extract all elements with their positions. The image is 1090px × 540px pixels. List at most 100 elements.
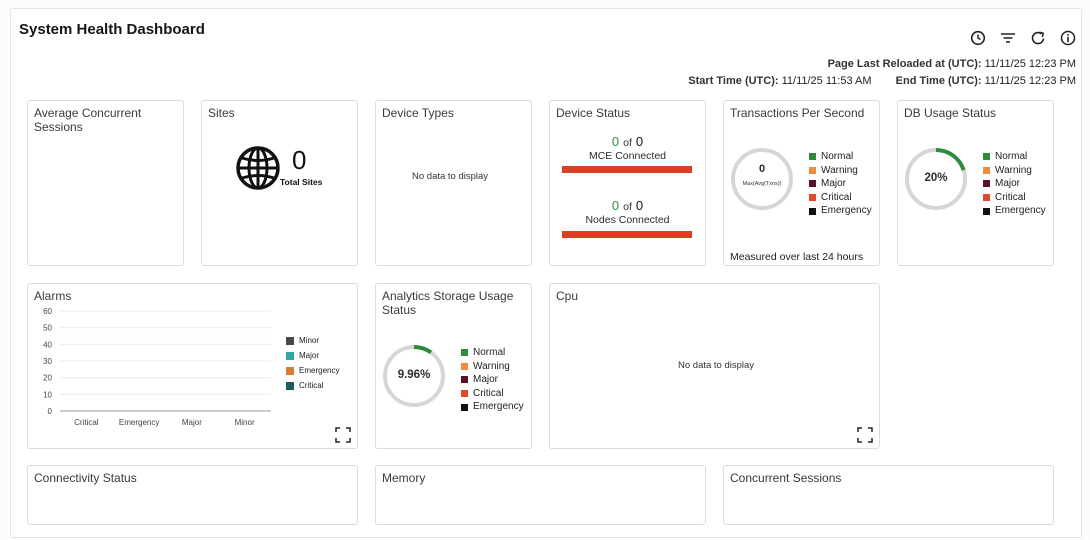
legend-item: Emergency	[983, 204, 1046, 218]
y-tick-label: 40	[43, 340, 52, 349]
card-title: Analytics Storage Usage Status	[382, 289, 514, 317]
y-tick-label: 20	[43, 374, 52, 383]
card-title: Cpu	[556, 289, 579, 303]
card-title: DB Usage Status	[904, 106, 997, 120]
device-types-card[interactable]: Device Types No data to display	[375, 100, 532, 266]
connectivity-status-card[interactable]: Connectivity Status	[27, 465, 358, 525]
reload-label: Page Last Reloaded at (UTC):	[827, 58, 982, 70]
sites-count: 0	[292, 145, 307, 175]
reload-info: Page Last Reloaded at (UTC): 11/11/25 12…	[828, 58, 1076, 70]
tps-value: 0	[758, 163, 766, 175]
concurrent-sessions-card[interactable]: Concurrent Sessions	[723, 465, 1054, 525]
y-tick-label: 50	[43, 324, 52, 333]
card-title: Connectivity Status	[34, 471, 137, 485]
legend-item: Major	[286, 348, 339, 363]
mce-count-line: 0 of 0	[550, 134, 705, 149]
alarms-card[interactable]: Alarms 60 50 40 30 20 10 0 Critical Emergency Maj…	[27, 283, 358, 449]
legend-swatch	[286, 381, 294, 390]
expand-icon[interactable]	[857, 427, 873, 443]
legend-item: Warning	[983, 164, 1046, 178]
nodes-total-count: 0	[635, 198, 644, 213]
dashboard-frame	[10, 8, 1082, 538]
legend-item: Warning	[809, 164, 872, 178]
tps-legend: Normal Warning Major Critical Emergency	[809, 150, 872, 218]
memory-card[interactable]: Memory	[375, 465, 706, 525]
analytics-storage-card[interactable]: Analytics Storage Usage Status 9.96% Nor…	[375, 283, 532, 449]
legend-swatch	[461, 376, 468, 384]
legend-swatch	[809, 194, 816, 202]
clock-icon[interactable]	[970, 30, 986, 46]
legend-item: Critical	[983, 191, 1046, 205]
end-value: 11/11/25 12:23 PM	[984, 75, 1076, 87]
start-value: 11/11/25 11:53 AM	[781, 75, 872, 87]
legend-swatch	[809, 166, 816, 174]
legend-item: Major	[461, 373, 524, 387]
y-tick-label: 0	[48, 407, 53, 416]
db-usage-legend: Normal Warning Major Critical Emergency	[983, 150, 1046, 218]
db-usage-value: 20%	[924, 172, 948, 184]
nodes-count-line: 0 of 0	[550, 198, 705, 213]
mce-connected-label: MCE Connected	[588, 150, 667, 162]
legend-swatch	[809, 207, 816, 215]
card-title: Sites	[208, 106, 235, 120]
legend-swatch	[983, 207, 990, 215]
tps-card[interactable]: Transactions Per Second 0 Max(Avg(Txns))…	[723, 100, 880, 266]
legend-item: Critical	[286, 378, 339, 393]
of-text: of	[623, 137, 632, 149]
start-label: Start Time (UTC):	[688, 75, 779, 87]
nodes-connected-count: 0	[611, 198, 620, 213]
globe-icon	[235, 145, 281, 191]
legend-item: Critical	[461, 387, 524, 401]
card-title: Memory	[382, 471, 426, 485]
filter-icon[interactable]	[1000, 30, 1016, 46]
expand-icon[interactable]	[335, 427, 351, 443]
legend-item: Critical	[809, 191, 872, 205]
legend-swatch	[286, 336, 294, 345]
legend-item: Emergency	[286, 363, 339, 378]
mce-status-bar	[562, 166, 692, 173]
avg-concurrent-sessions-card[interactable]: Average Concurrent Sessions	[27, 100, 184, 266]
alarms-chart: 60 50 40 30 20 10 0 Critical Emergency Major Minor	[43, 307, 271, 427]
legend-swatch	[461, 349, 468, 357]
mce-total-count: 0	[635, 134, 644, 149]
of-text: of	[623, 201, 632, 213]
legend-swatch	[461, 403, 468, 411]
x-tick-label: Critical	[74, 418, 99, 427]
info-icon[interactable]	[1060, 30, 1076, 46]
refresh-icon[interactable]	[1030, 30, 1046, 46]
tps-gauge	[731, 148, 793, 210]
x-tick-label: Emergency	[119, 418, 159, 427]
page-title: System Health Dashboard	[19, 21, 205, 38]
sites-count-label: Total Sites	[280, 177, 323, 187]
card-title: Device Types	[382, 106, 454, 120]
db-usage-card[interactable]: DB Usage Status 20% Normal Warning Major…	[897, 100, 1054, 266]
tps-footer: Measured over last 24 hours	[730, 251, 864, 263]
card-title: Transactions Per Second	[730, 106, 865, 120]
toolbar-icons	[970, 30, 1076, 46]
nodes-status-bar	[562, 231, 692, 238]
legend-swatch	[983, 153, 990, 161]
device-status-card[interactable]: Device Status 0 of 0 MCE Connected 0 of 0 No…	[549, 100, 706, 266]
no-data-message: No data to display	[412, 171, 489, 182]
card-title: Average Concurrent Sessions	[34, 106, 142, 134]
legend-swatch	[809, 153, 816, 161]
legend-item: Normal	[461, 346, 524, 360]
analytics-legend: Normal Warning Major Critical Emergency	[461, 346, 524, 414]
card-title: Alarms	[34, 289, 72, 303]
legend-swatch	[461, 390, 468, 398]
legend-swatch	[286, 351, 294, 360]
tps-sub-label: Max(Avg(Txns))	[742, 181, 782, 187]
reload-value: 11/11/25 12:23 PM	[984, 58, 1076, 70]
y-tick-label: 60	[43, 307, 52, 316]
legend-swatch	[809, 180, 816, 188]
nodes-connected-label: Nodes Connected	[585, 214, 670, 226]
sites-card[interactable]: Sites 0 Total Sites	[201, 100, 358, 266]
legend-item: Minor	[286, 333, 339, 348]
legend-swatch	[461, 362, 468, 370]
y-tick-label: 30	[43, 357, 52, 366]
legend-item: Emergency	[461, 400, 524, 414]
cpu-card[interactable]: Cpu No data to display	[549, 283, 880, 449]
card-title: Device Status	[556, 106, 631, 120]
time-range: Start Time (UTC): 11/11/25 11:53 AM End …	[688, 75, 1076, 87]
legend-item: Emergency	[809, 204, 872, 218]
